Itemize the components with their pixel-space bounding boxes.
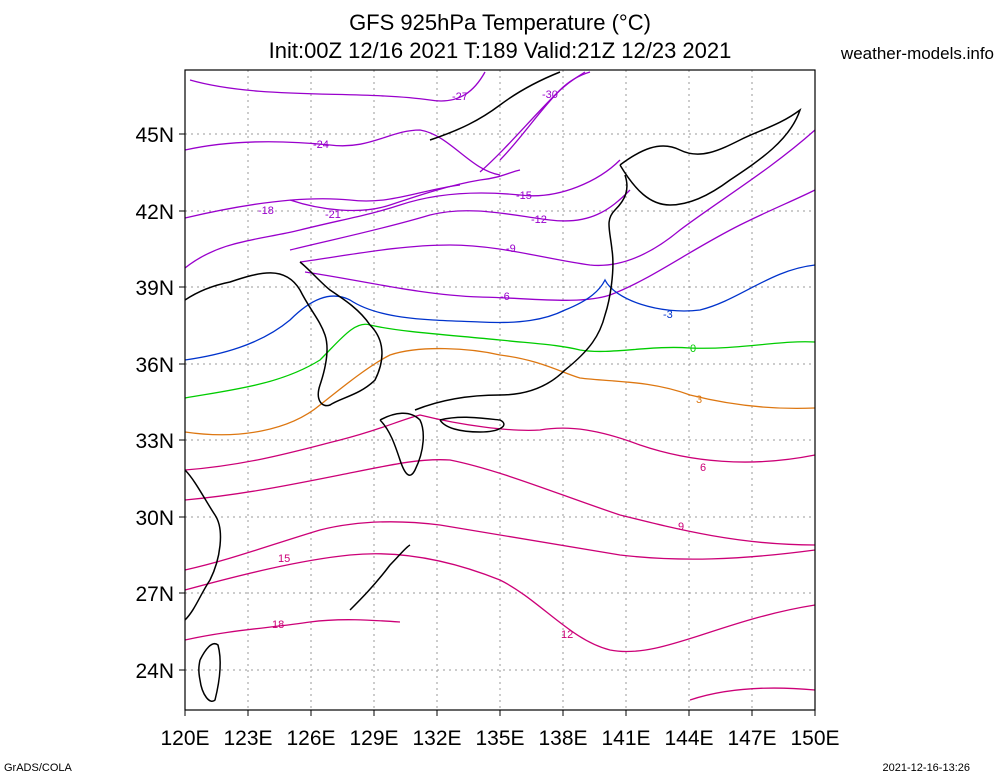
label-15: 15 (278, 553, 290, 565)
isotherm-m24 (184, 129, 501, 176)
isotherms (184, 71, 816, 701)
label-12: 12 (561, 629, 573, 641)
isotherm-m27b (189, 71, 486, 102)
label-18: 18 (272, 619, 284, 631)
isotherm-m15 (184, 159, 621, 269)
label-m21: -21 (325, 209, 341, 221)
isotherm-18 (184, 619, 401, 641)
label-m24: -24 (313, 139, 329, 151)
label-3: 3 (696, 394, 702, 406)
lat-labels: 24N 27N 30N 33N 36N 39N 42N 45N (135, 124, 174, 683)
lat-label-39n: 39N (135, 277, 174, 300)
footer-credit: GrADS/COLA (4, 762, 72, 774)
contour-labels: -30 -27 -24 -21 -18 -15 -12 -9 -6 -3 0 3… (258, 89, 706, 641)
label-9: 9 (678, 521, 684, 533)
lon-label-147e: 147E (727, 727, 776, 750)
lon-label-126e: 126E (286, 727, 335, 750)
lon-labels: 120E 123E 126E 129E 132E 135E 138E 141E … (160, 727, 839, 750)
label-m18: -18 (258, 205, 274, 217)
label-m27: -27 (452, 91, 468, 103)
lat-label-33n: 33N (135, 430, 174, 453)
coast-hokkaido (619, 107, 802, 206)
lon-label-123e: 123E (223, 727, 272, 750)
isotherm-m27a (479, 71, 586, 173)
isotherm-m18 (184, 184, 461, 219)
isotherm-m9 (299, 129, 816, 267)
isotherm-6 (184, 414, 816, 471)
coast-taiwan (198, 643, 221, 702)
coast-china (184, 469, 222, 621)
lat-label-27n: 27N (135, 583, 174, 606)
chart-subtitle: Init:00Z 12/16 2021 T:189 Valid:21Z 12/2… (268, 38, 732, 63)
label-m9: -9 (506, 243, 516, 255)
isotherm-0 (184, 323, 816, 399)
isotherm-9 (184, 459, 816, 546)
label-m6: -6 (500, 291, 510, 303)
lat-label-42n: 42N (135, 201, 174, 224)
isotherm-15 (184, 521, 816, 571)
isotherm-m12 (289, 189, 631, 251)
chart-title: GFS 925hPa Temperature (°C) (349, 10, 651, 35)
isotherm-m30 (499, 71, 591, 161)
footer-timestamp: 2021-12-16-13:26 (882, 762, 970, 774)
lat-label-30n: 30N (135, 507, 174, 530)
label-m3: -3 (663, 309, 673, 321)
isotherm-m6 (304, 189, 816, 301)
label-m12: -12 (531, 214, 547, 226)
coast-shikoku (439, 416, 505, 433)
coast-kyushu (379, 412, 425, 476)
isotherm-m21 (289, 169, 521, 212)
lon-label-150e: 150E (790, 727, 839, 750)
axis-ticks (179, 133, 816, 716)
isotherm-m3 (184, 264, 816, 361)
lon-label-135e: 135E (475, 727, 524, 750)
site-label: weather-models.info (840, 44, 994, 63)
lat-label-36n: 36N (135, 354, 174, 377)
label-m15: -15 (516, 190, 532, 202)
isotherm-3 (184, 347, 816, 436)
lon-label-120e: 120E (160, 727, 209, 750)
lon-label-138e: 138E (538, 727, 587, 750)
isotherm-21 (689, 687, 816, 701)
coast-russia (429, 71, 561, 141)
coast-honshu (414, 174, 628, 411)
label-m30: -30 (542, 89, 558, 101)
coast-korea (184, 261, 383, 407)
label-0: 0 (690, 343, 696, 355)
lat-label-24n: 24N (135, 660, 174, 683)
coastlines (184, 71, 802, 702)
lon-label-144e: 144E (664, 727, 713, 750)
grid-lines (185, 70, 815, 710)
isotherm-12 (184, 553, 816, 653)
label-6: 6 (700, 462, 706, 474)
lon-label-129e: 129E (349, 727, 398, 750)
lon-label-141e: 141E (601, 727, 650, 750)
coast-ryukyu (349, 544, 411, 611)
lat-label-45n: 45N (135, 124, 174, 147)
lon-label-132e: 132E (412, 727, 461, 750)
